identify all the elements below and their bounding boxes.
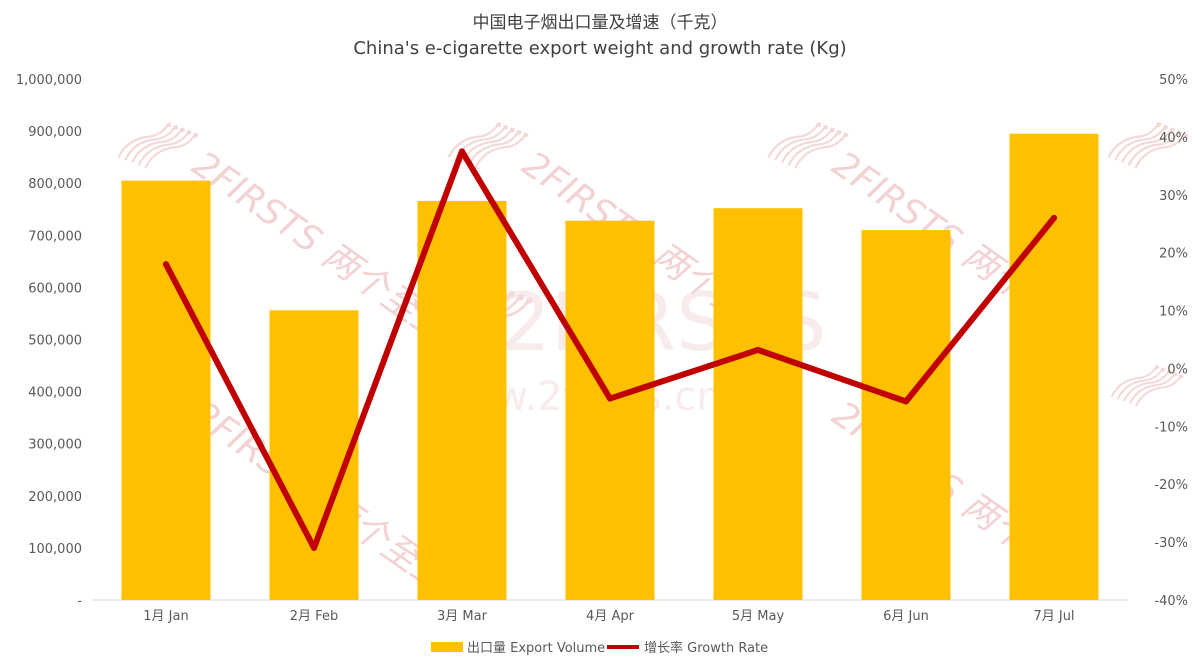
watermark-logo	[117, 122, 199, 169]
y-right-tick-label: -10%	[1154, 420, 1188, 435]
watermark-logo	[1107, 122, 1189, 169]
x-tick-label: 5月 May	[732, 609, 785, 624]
growth-rate-point	[1051, 214, 1057, 221]
y-left-tick-label: 400,000	[28, 386, 82, 401]
x-tick-label: 3月 Mar	[437, 609, 488, 624]
y-left-tick-label: 700,000	[28, 229, 82, 244]
y-right-tick-label: 10%	[1159, 305, 1188, 320]
growth-rate-point	[755, 346, 761, 353]
y-left-tick-label: 800,000	[28, 177, 82, 192]
x-axis: 1月 Jan 2月 Feb 3月 Mar 4月 Apr 5月 May 6月 Jun 7月 J…	[143, 609, 1074, 624]
watermark-logo	[767, 122, 849, 169]
y-left-tick-label: 600,000	[28, 281, 82, 296]
legend-label-growth: 增长率 Growth Rate	[644, 640, 768, 656]
y-right-tick-label: -40%	[1154, 594, 1188, 609]
y-left-tick-label: 500,000	[28, 334, 82, 349]
bar-export-volume	[1009, 133, 1099, 600]
y-right-tick-label: 50%	[1159, 73, 1188, 88]
watermark-logo	[447, 122, 529, 169]
x-tick-label: 2月 Feb	[290, 609, 338, 624]
y-left-tick-label: -	[77, 594, 82, 609]
legend-label-export: 出口量 Export Volume	[467, 641, 605, 656]
bar-series	[121, 133, 1099, 600]
y-right-tick-label: 0%	[1167, 362, 1188, 377]
y-left-axis: - 100,000 200,000 300,000 400,000 500,000 600,…	[16, 73, 82, 609]
growth-rate-point	[311, 544, 317, 551]
legend-swatch-export	[431, 642, 463, 652]
y-right-tick-label: -30%	[1154, 536, 1188, 551]
chart-subtitle: China's e-cigarette export weight and gr…	[353, 38, 846, 59]
x-tick-label: 1月 Jan	[143, 609, 188, 624]
x-tick-label: 7月 Jul	[1033, 609, 1074, 624]
y-right-tick-label: -20%	[1154, 478, 1188, 493]
bar-export-volume	[121, 180, 211, 600]
x-tick-label: 4月 Apr	[586, 609, 635, 624]
x-tick-label: 6月 Jun	[883, 609, 929, 624]
y-right-tick-label: 20%	[1159, 247, 1188, 262]
growth-rate-point	[903, 398, 909, 405]
y-left-tick-label: 300,000	[28, 438, 82, 453]
y-right-axis: -40% -30% -20% -10% 0% 10% 20% 30% 40% 50%	[1154, 73, 1188, 609]
line-series	[163, 148, 1057, 551]
legend: 出口量 Export Volume 增长率 Growth Rate	[431, 640, 768, 656]
y-left-tick-label: 200,000	[28, 490, 82, 505]
growth-rate-point	[607, 395, 613, 402]
y-left-tick-label: 100,000	[28, 542, 82, 557]
chart-title: 中国电子烟出口量及增速（千克）	[473, 13, 728, 33]
y-right-tick-label: 40%	[1159, 131, 1188, 146]
bar-export-volume	[565, 220, 655, 600]
growth-rate-point	[459, 148, 465, 155]
watermark-logo	[1110, 364, 1184, 407]
bar-export-volume	[861, 230, 951, 600]
growth-rate-point	[163, 261, 169, 268]
bar-export-volume	[269, 310, 359, 600]
bar-export-volume	[713, 208, 803, 600]
y-left-tick-label: 900,000	[28, 125, 82, 140]
y-left-tick-label: 1,000,000	[16, 73, 82, 88]
y-right-tick-label: 30%	[1159, 189, 1188, 204]
bar-export-volume	[417, 200, 507, 600]
